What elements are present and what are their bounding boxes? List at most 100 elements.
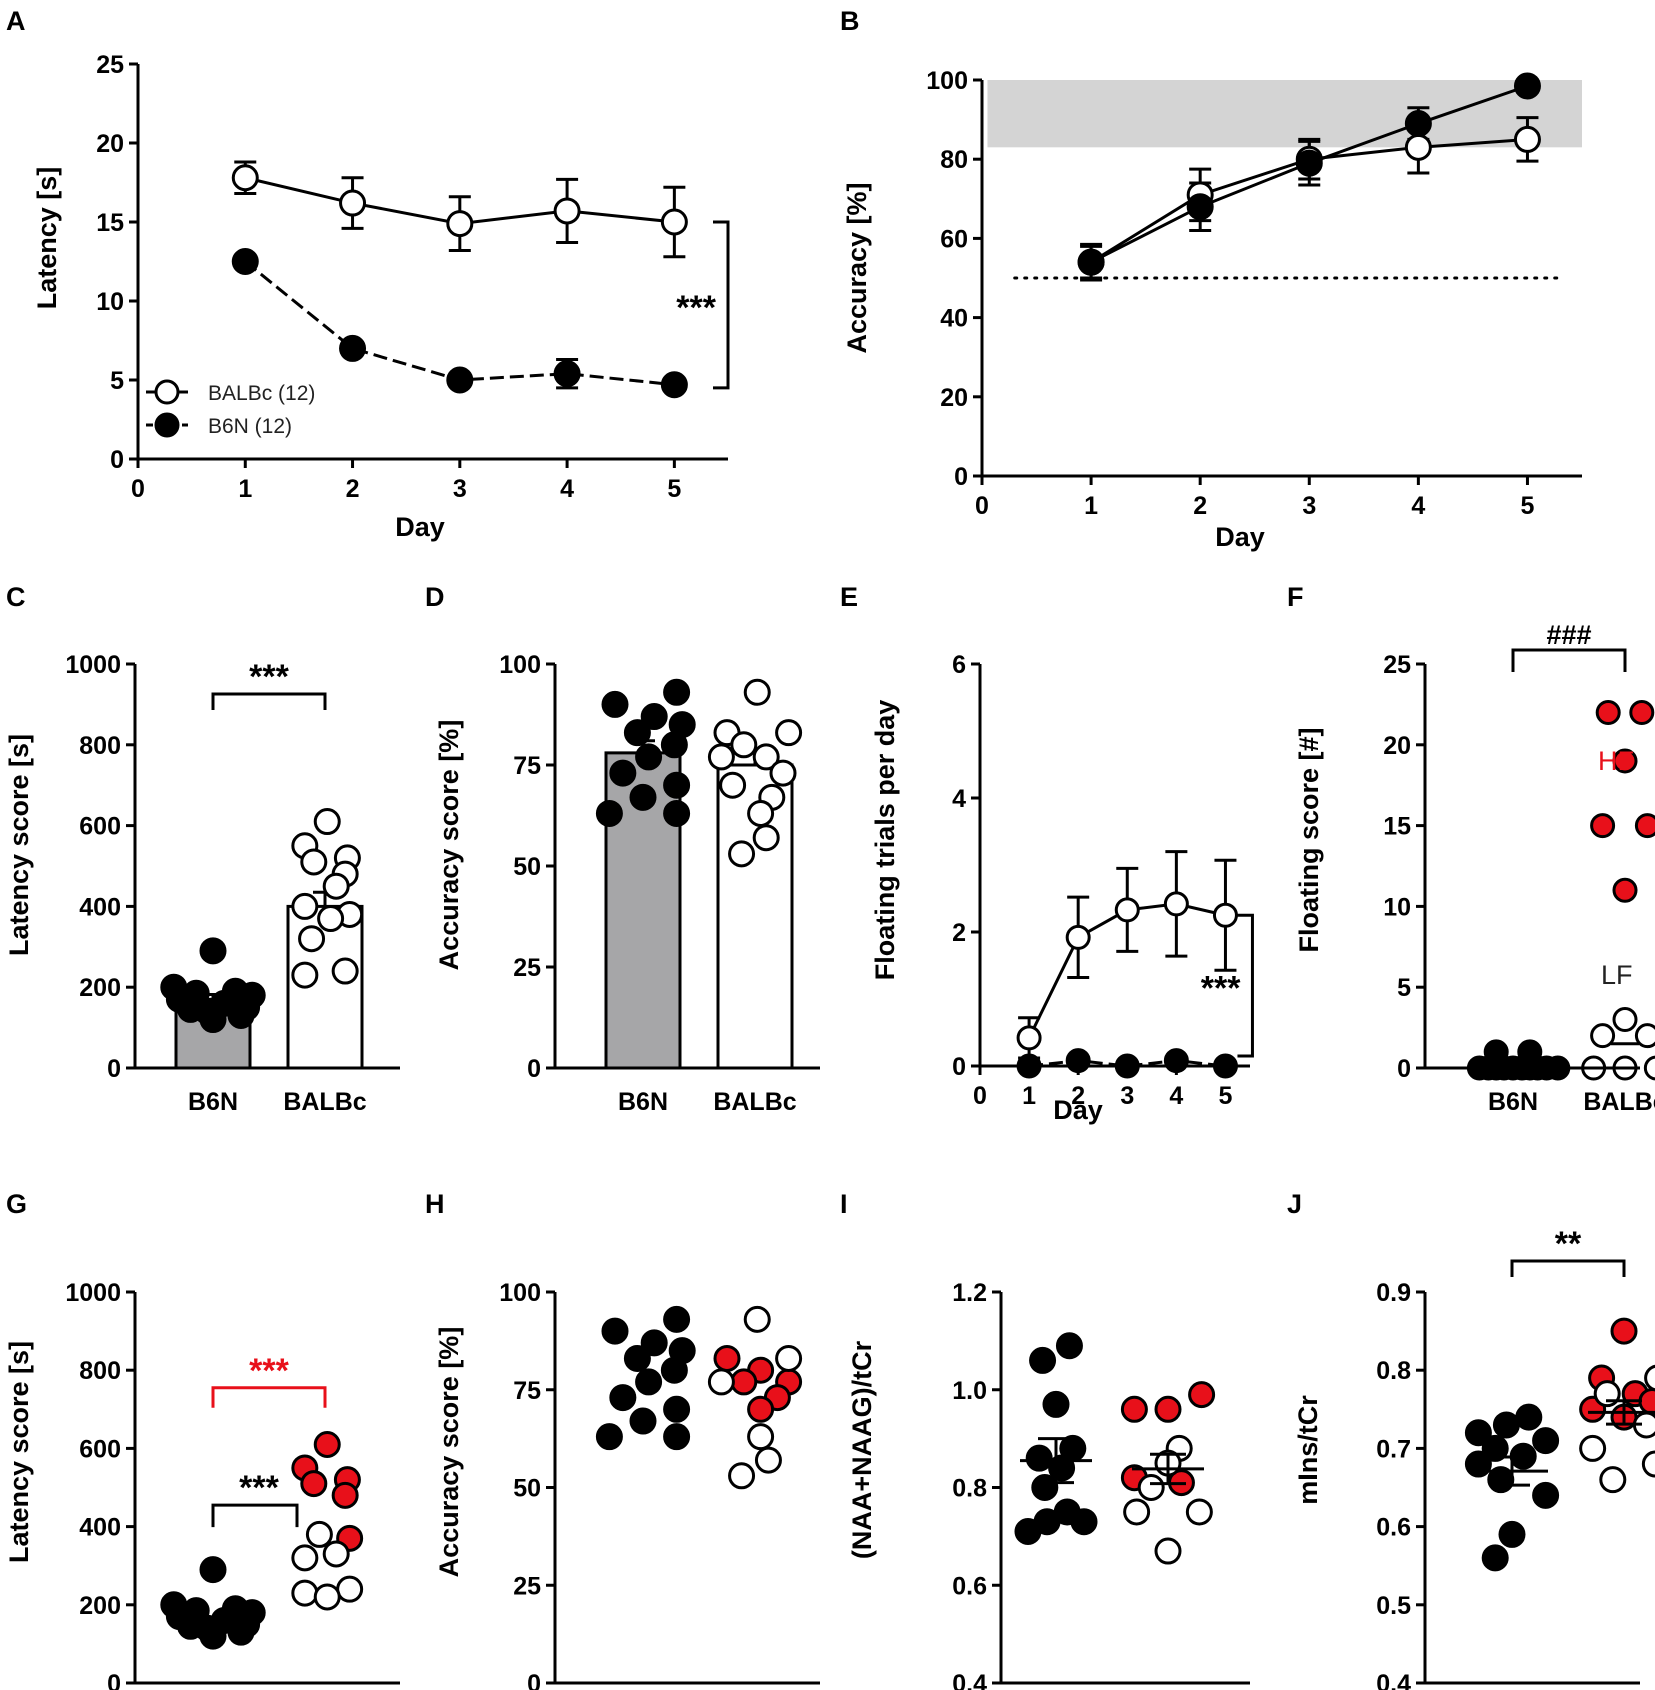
- x-tick-label-f: BALBc: [1583, 1088, 1655, 1116]
- data-point-i: [1120, 1395, 1148, 1423]
- x-tick-label-f: B6N: [1488, 1088, 1538, 1116]
- data-point-E: [1163, 1048, 1189, 1074]
- panel-c: C 0 200 400 600 800 1000 B6N BALBc *** Latency s…: [4, 582, 400, 1116]
- data-point-h: [629, 1407, 657, 1435]
- data-point-B: [1186, 193, 1214, 221]
- y-tick-label-B: 20: [940, 384, 968, 412]
- data-point-g: [291, 1579, 319, 1607]
- y-tick-label-C: 400: [79, 893, 121, 921]
- data-point-D: [752, 824, 780, 852]
- x-axis-label-a: Day: [395, 512, 445, 542]
- data-point-E: [1212, 1053, 1238, 1079]
- data-point-A: [339, 189, 367, 217]
- legend-label-b6n: B6N (12): [208, 415, 292, 438]
- data-point-C: [199, 1006, 227, 1034]
- legend-label-balbc: BALBc (12): [208, 382, 315, 405]
- y-tick-label-B: 80: [940, 146, 968, 174]
- significance-stars-E: ***: [1201, 970, 1241, 1008]
- data-point-D: [640, 703, 668, 731]
- significance-stars-c: ***: [249, 658, 289, 696]
- data-point-i: [1154, 1537, 1182, 1565]
- y-tick-label-D: 75: [513, 752, 541, 780]
- data-point-D: [595, 799, 623, 827]
- x-tick-label-E: 5: [1219, 1082, 1233, 1110]
- x-tick-label-A: 4: [560, 475, 574, 503]
- y-tick-label-E: 4: [952, 785, 966, 813]
- panel-a: A 0 5 10 15 20 25 0 1 2 3 4 5 *** Day Latency [s] BA…: [6, 6, 730, 542]
- data-point-D: [663, 678, 691, 706]
- significance-bracket-g-red: [211, 1386, 327, 1408]
- data-point-D: [601, 690, 629, 718]
- data-point-j: [1579, 1434, 1607, 1462]
- significance-bracket-j: [1510, 1259, 1626, 1277]
- data-point-j: [1515, 1403, 1543, 1431]
- data-point-D: [609, 759, 637, 787]
- data-point-C: [322, 872, 350, 900]
- data-point-h: [747, 1395, 775, 1423]
- data-point-i: [1185, 1498, 1213, 1526]
- data-point-E: [1016, 1025, 1042, 1051]
- y-axis-label-g: Latency score [s]: [4, 1341, 34, 1563]
- panel-label-g: G: [6, 1189, 27, 1219]
- y-tick-label-B: 60: [940, 225, 968, 253]
- data-point-g: [227, 1618, 255, 1646]
- data-point-E: [1114, 1053, 1140, 1079]
- panel-label-e: E: [840, 582, 858, 612]
- y-tick-label-D: 25: [513, 954, 541, 982]
- data-point-j: [1532, 1481, 1560, 1509]
- data-point-h: [601, 1317, 629, 1345]
- data-point-D: [743, 678, 771, 706]
- significance-bracket-g-black: [211, 1503, 299, 1528]
- data-point-j: [1464, 1419, 1492, 1447]
- data-point-B: [1404, 110, 1432, 138]
- y-axis-label-d: Accuracy score [%]: [434, 720, 464, 971]
- y-tick-label-g: 800: [79, 1357, 121, 1385]
- panel-label-b: B: [840, 6, 860, 36]
- y-tick-label-C: 600: [79, 813, 121, 841]
- x-axis-label-e: Day: [1053, 1095, 1103, 1125]
- data-point-h: [640, 1329, 668, 1357]
- y-tick-label-j: 0.6: [1376, 1514, 1411, 1542]
- x-tick-label-B: 5: [1521, 492, 1535, 520]
- data-point-A: [339, 334, 367, 362]
- data-point-C: [291, 892, 319, 920]
- y-tick-label-i: 1.2: [952, 1279, 987, 1307]
- x-tick-label-E: 1: [1022, 1082, 1036, 1110]
- significance-bracket-f: [1511, 648, 1627, 672]
- data-point-j: [1498, 1520, 1526, 1548]
- data-point-h: [747, 1423, 775, 1451]
- x-tick-label-E: 0: [973, 1082, 987, 1110]
- y-tick-label-g: 1000: [65, 1279, 121, 1307]
- y-tick-label-D: 0: [527, 1055, 541, 1083]
- data-point-C: [291, 961, 319, 989]
- y-axis-label-c: Latency score [s]: [4, 734, 34, 956]
- data-point-f: [1629, 699, 1655, 725]
- data-point-E: [1114, 897, 1140, 923]
- data-point-E: [1065, 924, 1091, 950]
- data-point-j: [1638, 1387, 1655, 1415]
- y-axis-label-h: Accuracy score [%]: [434, 1327, 464, 1578]
- x-tick-label-E: 3: [1120, 1082, 1134, 1110]
- data-point-h: [730, 1368, 758, 1396]
- data-point-h: [743, 1305, 771, 1333]
- panel-label-j: J: [1287, 1189, 1302, 1219]
- y-tick-label-f: 10: [1383, 893, 1411, 921]
- y-tick-label-A: 0: [110, 446, 124, 474]
- y-tick-label-i: 0.4: [952, 1670, 987, 1690]
- y-tick-label-A: 15: [96, 209, 124, 237]
- data-point-D: [775, 719, 803, 747]
- x-axis-label-b: Day: [1215, 522, 1265, 552]
- y-tick-label-E: 0: [952, 1053, 966, 1081]
- data-point-C: [313, 808, 341, 836]
- y-tick-label-j: 0.9: [1376, 1279, 1411, 1307]
- data-point-B: [1404, 133, 1432, 161]
- y-tick-label-f: 5: [1397, 974, 1411, 1002]
- y-axis-label-e: Floating trials per day: [870, 700, 900, 981]
- y-tick-label-A: 20: [96, 130, 124, 158]
- data-point-C: [300, 848, 328, 876]
- data-point-A: [231, 248, 259, 275]
- data-point-E: [1212, 902, 1238, 928]
- panel-e: E 0 2 4 6 0 1 2 3 4 5 *** Day Floating trials per …: [840, 582, 1254, 1125]
